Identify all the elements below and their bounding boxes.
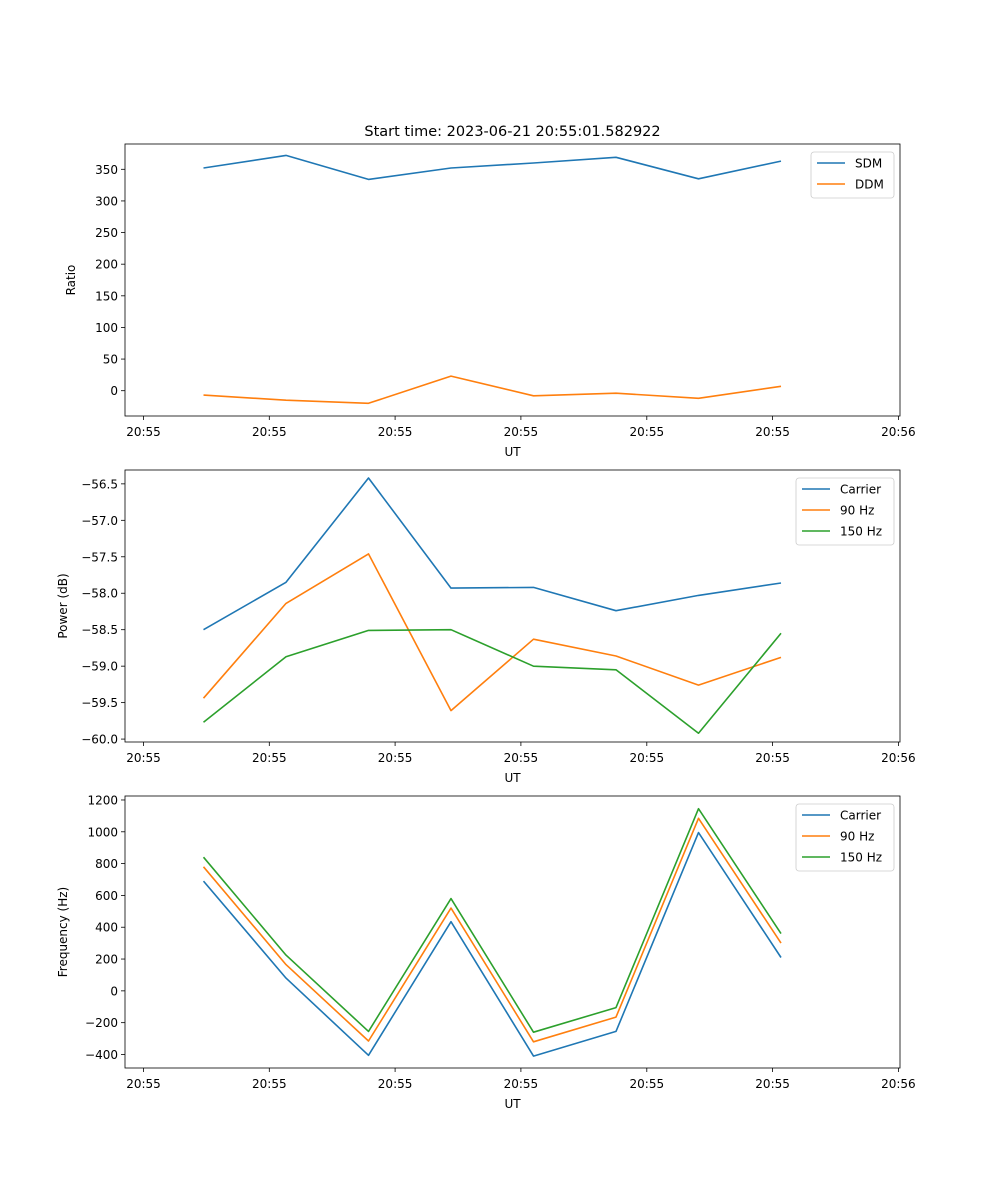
legend-box <box>795 477 895 546</box>
x-tick-label: 20:55 <box>504 1077 539 1091</box>
y-tick-label: −58.5 <box>81 623 118 637</box>
axes-frame <box>124 469 901 743</box>
subplot-power: −60.0 −59.5 −59.0 −58.5 −58.0 −57.5 −57.0 −56.5… <box>56 469 916 785</box>
y-tick-label: −60.0 <box>81 733 118 747</box>
figure-title: Start time: 2023-06-21 20:55:01.582922 <box>364 124 660 140</box>
y-tick-label: 0 <box>110 984 118 998</box>
y-tick-label: 300 <box>95 194 118 208</box>
y-tick-label: 400 <box>95 921 118 935</box>
x-tick-label: 20:55 <box>755 1077 790 1091</box>
x-tick-label: 20:55 <box>126 425 161 439</box>
y-tick-label: 800 <box>95 857 118 871</box>
subplot-ratio: 0 50 100 150 200 250 300 350 20:55 20:55 20:55 20:5… <box>64 143 916 459</box>
y-tick-label: 250 <box>95 226 118 240</box>
legend-label: Carrier <box>840 809 881 823</box>
x-tick-label: 20:56 <box>881 1077 916 1091</box>
y-axis-label: Ratio <box>64 265 78 296</box>
y-tick-label: −57.5 <box>81 550 118 564</box>
series-line-carrier <box>203 477 782 631</box>
x-tick-label: 20:55 <box>630 425 665 439</box>
x-tick-label: 20:55 <box>504 751 539 765</box>
y-tick-label: −200 <box>85 1016 118 1030</box>
y-tick-label: −59.0 <box>81 660 118 674</box>
x-tick-label: 20:55 <box>378 1077 413 1091</box>
legend: SDM DDM <box>810 151 895 199</box>
y-tick-label: −56.5 <box>81 477 118 491</box>
x-axis-label: UT <box>504 445 521 459</box>
legend-label: Carrier <box>840 483 881 497</box>
legend-label: 90 Hz <box>840 830 874 844</box>
series-line-150-hz <box>203 628 782 735</box>
x-tick-label: 20:55 <box>755 751 790 765</box>
x-tick-label: 20:55 <box>378 425 413 439</box>
series-line-sdm <box>203 154 782 181</box>
x-tick-label: 20:55 <box>504 425 539 439</box>
series-line-90-hz <box>202 553 782 712</box>
x-axis-label: UT <box>504 771 521 785</box>
x-tick-label: 20:56 <box>881 751 916 765</box>
x-axis-label: UT <box>504 1097 521 1111</box>
y-tick-label: 200 <box>95 258 118 272</box>
y-tick-label: −59.5 <box>81 696 118 710</box>
x-tick-label: 20:55 <box>252 425 287 439</box>
y-tick-label: −400 <box>85 1048 118 1062</box>
y-tick-label: 600 <box>95 889 118 903</box>
legend-label: DDM <box>855 178 884 192</box>
legend-label: SDM <box>855 157 882 171</box>
subplot-frequency: −400 −200 0 200 400 600 800 1000 1200 20:55 20:55 2… <box>56 793 916 1111</box>
x-tick-label: 20:55 <box>630 1077 665 1091</box>
y-axis-label: Power (dB) <box>56 573 70 638</box>
y-tick-label: 0 <box>110 384 118 398</box>
x-tick-label: 20:55 <box>755 425 790 439</box>
x-tick-label: 20:55 <box>378 751 413 765</box>
x-tick-label: 20:55 <box>252 1077 287 1091</box>
y-tick-label: −57.0 <box>81 514 118 528</box>
y-tick-label: 150 <box>95 289 118 303</box>
legend-box <box>795 803 895 872</box>
y-tick-label: 200 <box>95 953 118 967</box>
legend: Carrier 90 Hz 150 Hz <box>795 477 895 546</box>
y-tick-label: 1000 <box>87 825 118 839</box>
y-tick-label: 350 <box>95 163 118 177</box>
series-line-ddm <box>203 375 782 405</box>
x-tick-label: 20:55 <box>630 751 665 765</box>
series-line-90-hz <box>202 817 782 1043</box>
x-tick-label: 20:55 <box>126 1077 161 1091</box>
legend-label: 150 Hz <box>840 525 882 539</box>
series-line-carrier <box>202 831 782 1057</box>
legend-label: 90 Hz <box>840 504 874 518</box>
y-tick-label: 100 <box>95 321 118 335</box>
legend: Carrier 90 Hz 150 Hz <box>795 803 895 872</box>
x-tick-label: 20:56 <box>881 425 916 439</box>
x-tick-label: 20:55 <box>126 751 161 765</box>
x-tick-label: 20:55 <box>252 751 287 765</box>
y-tick-label: 50 <box>103 353 118 367</box>
series-line-150-hz <box>202 807 782 1033</box>
legend-label: 150 Hz <box>840 851 882 865</box>
axes-frame <box>124 795 901 1069</box>
y-tick-label: 1200 <box>87 793 118 807</box>
axes-frame <box>124 143 901 417</box>
y-axis-label: Frequency (Hz) <box>56 887 70 978</box>
y-tick-label: −58.0 <box>81 587 118 601</box>
